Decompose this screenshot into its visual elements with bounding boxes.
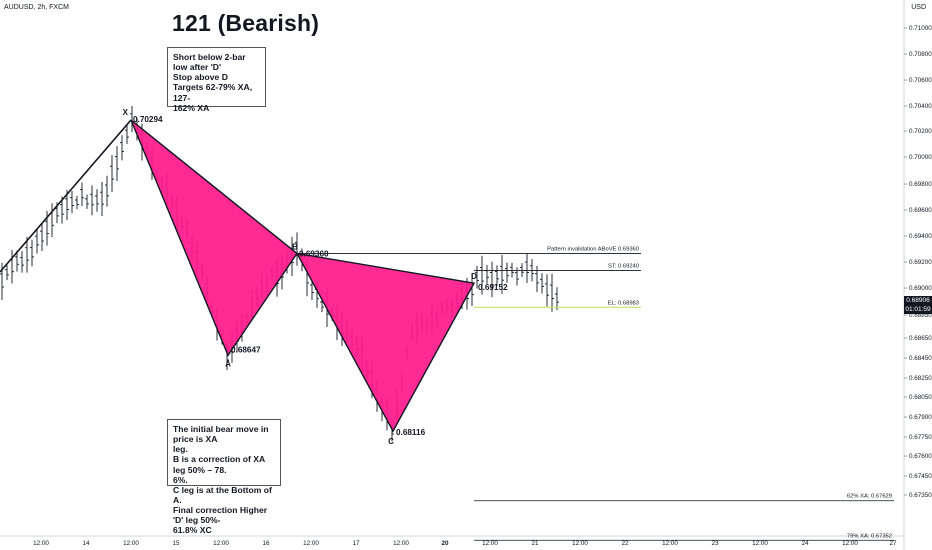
point-price: 0.68116 bbox=[396, 428, 426, 437]
point-letter: D bbox=[471, 272, 477, 281]
symbol-label: AUDUSD, 2h, FXCM bbox=[4, 4, 69, 11]
price-tick-label: 0.67600 bbox=[909, 453, 932, 460]
note-line: Short below 2-bar low after 'D' bbox=[173, 52, 246, 73]
price-tick-label: 0.67450 bbox=[909, 473, 932, 480]
price-axis[interactable]: 0.71000 0.70800 0.70600 0.70400 0.70200 0.700… bbox=[904, 25, 932, 499]
xab-triangle bbox=[130, 119, 298, 357]
impulse-leg bbox=[0, 119, 132, 273]
price-tick-label: 0.68050 bbox=[909, 394, 932, 401]
price-tick-label: 0.67350 bbox=[909, 492, 932, 499]
pattern-rules-note[interactable]: The initial bear move in price is XA leg… bbox=[167, 419, 281, 535]
time-tick-label: 22 bbox=[621, 540, 629, 547]
level-label: EL: 0.68983 bbox=[608, 300, 639, 306]
price-tick-label: 0.70600 bbox=[909, 77, 932, 84]
currency-label: USD bbox=[911, 4, 926, 11]
point-price: 0.69360 bbox=[299, 249, 329, 258]
price-tick-label: 0.69200 bbox=[909, 259, 932, 266]
point-price: 0.69152 bbox=[478, 283, 508, 292]
last-price: 0.68906 bbox=[906, 297, 930, 304]
price-tick-label: 0.70000 bbox=[909, 154, 932, 161]
time-tick-label: 16 bbox=[262, 540, 270, 547]
point-letter: C bbox=[388, 437, 394, 446]
time-tick-label: 24 bbox=[801, 540, 809, 547]
bcd-triangle bbox=[295, 252, 476, 433]
price-tick-label: 0.68250 bbox=[909, 375, 932, 382]
time-tick-label: 12:00 bbox=[572, 540, 588, 547]
harmonic-pattern bbox=[0, 119, 476, 433]
time-tick-label: 12:00 bbox=[123, 540, 139, 547]
price-tick-label: 0.69000 bbox=[909, 285, 932, 292]
note-line: C leg is at the Bottom of A. bbox=[173, 484, 272, 505]
time-tick-label: 20 bbox=[441, 540, 449, 547]
time-tick-label: 12:00 bbox=[33, 540, 49, 547]
note-line: Final correction Higher 'D' leg 50%- bbox=[173, 505, 268, 526]
note-line: 162% XA bbox=[173, 102, 210, 113]
time-tick-label: 12:00 bbox=[303, 540, 319, 547]
time-tick-label: 15 bbox=[172, 540, 180, 547]
price-tick-label: 0.67900 bbox=[909, 414, 932, 421]
price-tick-label: 0.68650 bbox=[909, 335, 932, 342]
chart-title: 121 (Bearish) bbox=[172, 10, 320, 36]
price-tick-label: 0.69400 bbox=[909, 233, 932, 240]
point-letter: B bbox=[292, 242, 298, 251]
time-tick-label: 12:00 bbox=[752, 540, 768, 547]
time-tick-label: 12:00 bbox=[213, 540, 229, 547]
level-label: Pattern invalidation ABoVE 0.69360 bbox=[547, 246, 639, 252]
point-price: 0.70294 bbox=[133, 115, 163, 124]
level-label: 62% XA: 0.67629 bbox=[847, 494, 892, 500]
note-line: 61.8% XC bbox=[173, 525, 212, 536]
note-line: The initial bear move in price is XA bbox=[173, 424, 269, 445]
time-tick-label: 23 bbox=[711, 540, 719, 547]
time-tick-label: 21 bbox=[531, 540, 539, 547]
level-label: 79% XA: 0.67352 bbox=[847, 533, 892, 539]
price-tick-label: 0.69600 bbox=[909, 207, 932, 214]
price-tick-label: 0.68850 bbox=[909, 312, 932, 319]
bar-countdown: 01:01:59 bbox=[905, 306, 931, 313]
price-tick-label: 0.70800 bbox=[909, 51, 932, 58]
pattern-point-labels: X 0.70294 A0.68647 B0.69360 C0.68116 D0.69152 bbox=[123, 108, 508, 446]
last-price-badge: 0.68906 01:01:59 bbox=[904, 296, 932, 314]
note-line: 6%. bbox=[173, 474, 188, 485]
price-tick-label: 0.69800 bbox=[909, 181, 932, 188]
time-tick-label: 17 bbox=[352, 540, 360, 547]
level-lines: Pattern invalidation ABoVE 0.69360 ST: 0.… bbox=[297, 246, 894, 541]
time-tick-label: 12:00 bbox=[662, 540, 678, 547]
price-tick-label: 0.68450 bbox=[909, 355, 932, 362]
point-letter: A bbox=[225, 359, 231, 368]
point-price: 0.68647 bbox=[231, 345, 261, 354]
time-tick-label: 12:00 bbox=[393, 540, 409, 547]
note-line: B is a correction of XA leg 50% – 78. bbox=[173, 454, 265, 475]
trade-plan-note[interactable]: Short below 2-bar low after 'D' Stop abo… bbox=[167, 47, 266, 113]
time-tick-label: 14 bbox=[82, 540, 90, 547]
time-axis[interactable]: 12:00 14 12:00 15 12:00 16 12:00 17 12:00 20 12:00… bbox=[33, 540, 897, 547]
price-tick-label: 0.67750 bbox=[909, 434, 932, 441]
point-letter: X bbox=[123, 108, 129, 117]
note-line: Stop above D bbox=[173, 72, 228, 83]
note-line: leg. bbox=[173, 444, 188, 455]
price-tick-label: 0.70200 bbox=[909, 128, 932, 135]
time-tick-label: 12:00 bbox=[842, 540, 858, 547]
note-line: Targets 62-79% XA, 127- bbox=[173, 82, 253, 103]
price-tick-label: 0.71000 bbox=[909, 25, 932, 32]
time-tick-label: 27 bbox=[889, 540, 897, 547]
price-tick-label: 0.70400 bbox=[909, 103, 932, 110]
time-tick-label: 12:00 bbox=[482, 540, 498, 547]
level-label: ST: 0.69240 bbox=[608, 264, 639, 270]
